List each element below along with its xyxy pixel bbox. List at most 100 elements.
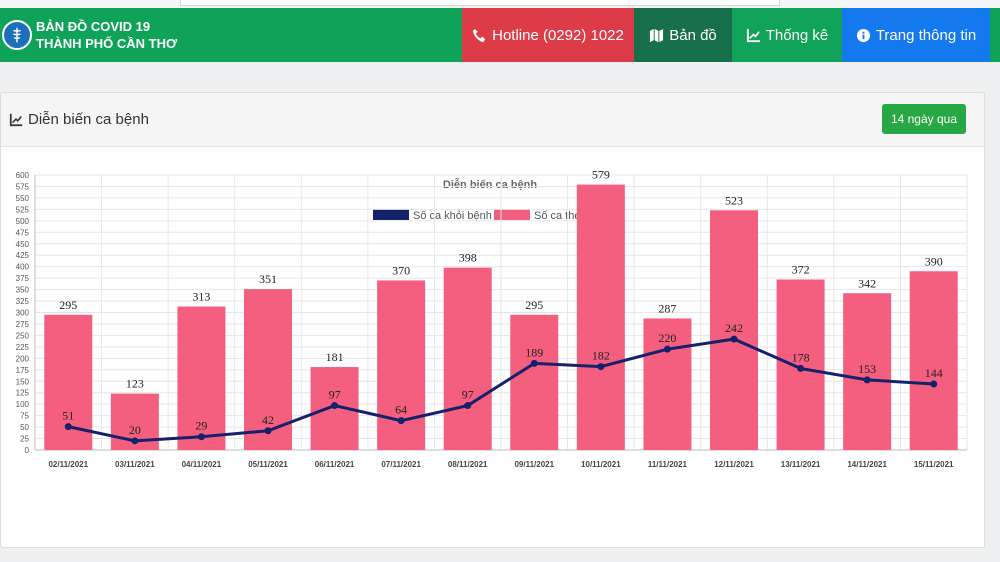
- point-recovered: [863, 376, 871, 384]
- bar-value-label: 287: [658, 301, 676, 315]
- y-tick-label: 0: [25, 446, 30, 455]
- x-tick-label: 08/11/2021: [448, 460, 488, 469]
- line-value-label: 182: [592, 349, 610, 363]
- x-tick-label: 13/11/2021: [781, 460, 821, 469]
- cases-card: Diễn biến ca bệnh 14 ngày qua Diễn biến …: [0, 92, 985, 548]
- y-tick-label: 50: [20, 423, 29, 432]
- navbar: BẢN ĐỒ COVID 19 THÀNH PHỐ CẦN THƠ Hotlin…: [0, 8, 1000, 62]
- bar-daily-cases: [576, 184, 625, 450]
- bar-daily-cases: [377, 280, 426, 450]
- line-value-label: 97: [462, 388, 474, 402]
- bar-daily-cases: [843, 293, 892, 450]
- x-tick-label: 02/11/2021: [48, 460, 88, 469]
- info-circle-icon: [856, 28, 870, 42]
- nav-stats-label: Thống kê: [765, 26, 829, 44]
- line-value-label: 189: [525, 345, 543, 359]
- range-14-days-button[interactable]: 14 ngày qua: [881, 104, 966, 134]
- brand-line-1: BẢN ĐỒ COVID 19: [36, 19, 151, 34]
- y-tick-label: 475: [16, 228, 30, 237]
- y-tick-label: 550: [16, 194, 30, 203]
- bar-daily-cases: [443, 267, 492, 450]
- bar-value-label: 372: [792, 263, 810, 277]
- bar-value-label: 351: [259, 272, 277, 286]
- point-recovered: [64, 423, 72, 431]
- line-value-label: 64: [395, 403, 407, 417]
- bar-value-label: 398: [459, 251, 477, 265]
- x-tick-label: 06/11/2021: [315, 460, 355, 469]
- line-chart-icon: [746, 28, 760, 42]
- line-value-label: 144: [925, 366, 943, 380]
- point-recovered: [930, 380, 938, 388]
- navbar-tail: [990, 8, 1000, 62]
- y-tick-label: 250: [16, 331, 30, 340]
- card-title-text: Diễn biến ca bệnh: [28, 111, 149, 128]
- bar-value-label: 390: [925, 254, 943, 268]
- nav-info-label: Trang thông tin: [875, 26, 977, 44]
- legend-swatch-daily: [494, 209, 530, 220]
- line-value-label: 97: [329, 388, 341, 402]
- x-tick-label: 12/11/2021: [714, 460, 754, 469]
- url-field[interactable]: [180, 0, 780, 6]
- x-tick-label: 10/11/2021: [581, 460, 621, 469]
- y-tick-label: 75: [20, 412, 29, 421]
- point-recovered: [464, 402, 472, 410]
- phone-icon: [473, 28, 486, 42]
- y-tick-label: 150: [16, 377, 30, 386]
- y-tick-label: 425: [16, 251, 30, 260]
- bar-value-label: 313: [192, 290, 210, 304]
- brand-line-2: THÀNH PHỐ CẦN THƠ: [36, 36, 178, 51]
- map-icon: [650, 28, 664, 42]
- bar-value-label: 579: [592, 168, 610, 182]
- bar-value-label: 181: [326, 350, 344, 364]
- x-tick-label: 15/11/2021: [914, 460, 954, 469]
- line-value-label: 20: [129, 423, 141, 437]
- point-recovered: [663, 345, 671, 353]
- y-tick-label: 300: [16, 309, 30, 318]
- x-tick-label: 14/11/2021: [847, 460, 887, 469]
- point-recovered: [530, 359, 538, 367]
- line-value-label: 220: [658, 331, 676, 345]
- card-title: Diễn biến ca bệnh: [9, 111, 149, 128]
- bar-value-label: 295: [59, 298, 77, 312]
- y-tick-label: 175: [16, 366, 30, 375]
- nav-stats[interactable]: Thống kê: [732, 8, 842, 62]
- nav-map[interactable]: Bản đồ: [634, 8, 732, 62]
- y-tick-label: 25: [20, 435, 29, 444]
- top-strip: [0, 0, 1000, 8]
- y-tick-label: 525: [16, 205, 30, 214]
- brand-text: BẢN ĐỒ COVID 19 THÀNH PHỐ CẦN THƠ: [36, 18, 177, 52]
- bar-daily-cases: [510, 314, 559, 450]
- bar-value-label: 295: [525, 298, 543, 312]
- line-value-label: 242: [725, 321, 743, 335]
- x-tick-label: 09/11/2021: [514, 460, 554, 469]
- y-tick-label: 125: [16, 389, 30, 398]
- y-tick-label: 100: [16, 400, 30, 409]
- bar-value-label: 370: [392, 263, 410, 277]
- y-tick-label: 400: [16, 263, 30, 272]
- y-tick-label: 575: [16, 182, 30, 191]
- hotline-link[interactable]: Hotline (0292) 1022: [462, 8, 634, 62]
- nav-info[interactable]: Trang thông tin: [842, 8, 990, 62]
- line-value-label: 51: [62, 409, 74, 423]
- y-tick-label: 375: [16, 274, 30, 283]
- x-tick-label: 07/11/2021: [381, 460, 421, 469]
- line-value-label: 153: [858, 362, 876, 376]
- bar-value-label: 342: [858, 276, 876, 290]
- line-recovered: [67, 337, 934, 443]
- point-recovered: [597, 363, 605, 371]
- line-value-label: 178: [792, 350, 810, 364]
- y-tick-label: 325: [16, 297, 30, 306]
- point-recovered: [331, 402, 339, 410]
- point-recovered: [131, 437, 139, 445]
- point-recovered: [197, 433, 205, 441]
- brand[interactable]: BẢN ĐỒ COVID 19 THÀNH PHỐ CẦN THƠ: [0, 8, 462, 62]
- nav-map-label: Bản đồ: [669, 26, 717, 44]
- x-tick-label: 05/11/2021: [248, 460, 288, 469]
- y-tick-label: 500: [16, 217, 30, 226]
- line-chart-icon: [9, 113, 23, 126]
- x-tick-label: 03/11/2021: [115, 460, 155, 469]
- point-recovered: [730, 335, 738, 343]
- bar-daily-cases: [177, 306, 226, 450]
- y-tick-label: 600: [16, 171, 30, 180]
